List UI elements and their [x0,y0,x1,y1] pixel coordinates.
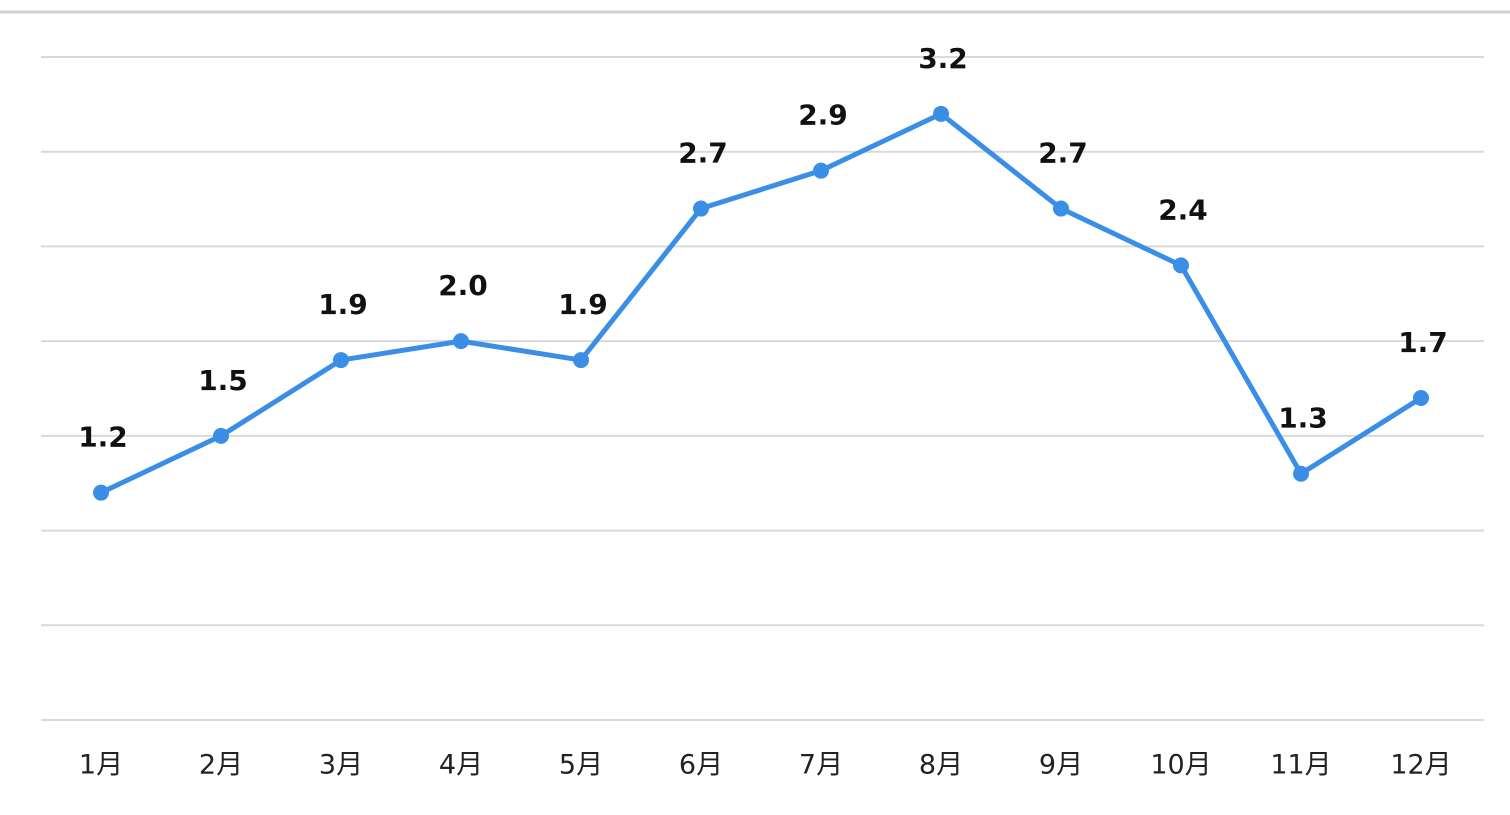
data-point [1053,200,1069,217]
data-point [1173,257,1189,274]
value-label: 2.0 [438,269,488,302]
data-point [453,333,469,350]
data-point [933,105,949,122]
x-tick-label: 1月 [79,750,123,781]
data-point [1413,389,1429,406]
data-point [333,352,349,369]
value-label: 2.7 [1038,137,1088,170]
data-point [573,352,589,369]
x-tick-label: 11月 [1270,750,1331,781]
value-label: 1.7 [1398,326,1448,359]
value-label: 2.4 [1158,193,1208,226]
value-label: 1.5 [198,364,248,397]
x-tick-label: 7月 [799,750,843,781]
data-point [93,484,109,501]
x-tick-label: 10月 [1150,750,1211,781]
value-label: 2.9 [798,99,848,132]
x-tick-label: 8月 [919,750,963,781]
data-point [1293,465,1309,482]
value-label: 3.2 [918,42,968,75]
value-label: 2.7 [678,137,728,170]
data-line [99,111,1423,495]
x-tick-label: 6月 [679,750,723,781]
data-point [813,162,829,179]
value-label: 1.9 [318,288,368,321]
x-tick-label: 12月 [1390,750,1451,781]
value-label: 1.3 [1278,402,1328,435]
x-tick-label: 5月 [559,750,603,781]
data-point [213,427,229,444]
data-point [693,200,709,217]
x-tick-label: 2月 [199,750,243,781]
x-tick-label: 3月 [319,750,363,781]
x-tick-label: 9月 [1039,750,1083,781]
value-label: 1.9 [558,288,608,321]
x-tick-label: 4月 [439,750,483,781]
value-label: 1.2 [78,421,128,454]
